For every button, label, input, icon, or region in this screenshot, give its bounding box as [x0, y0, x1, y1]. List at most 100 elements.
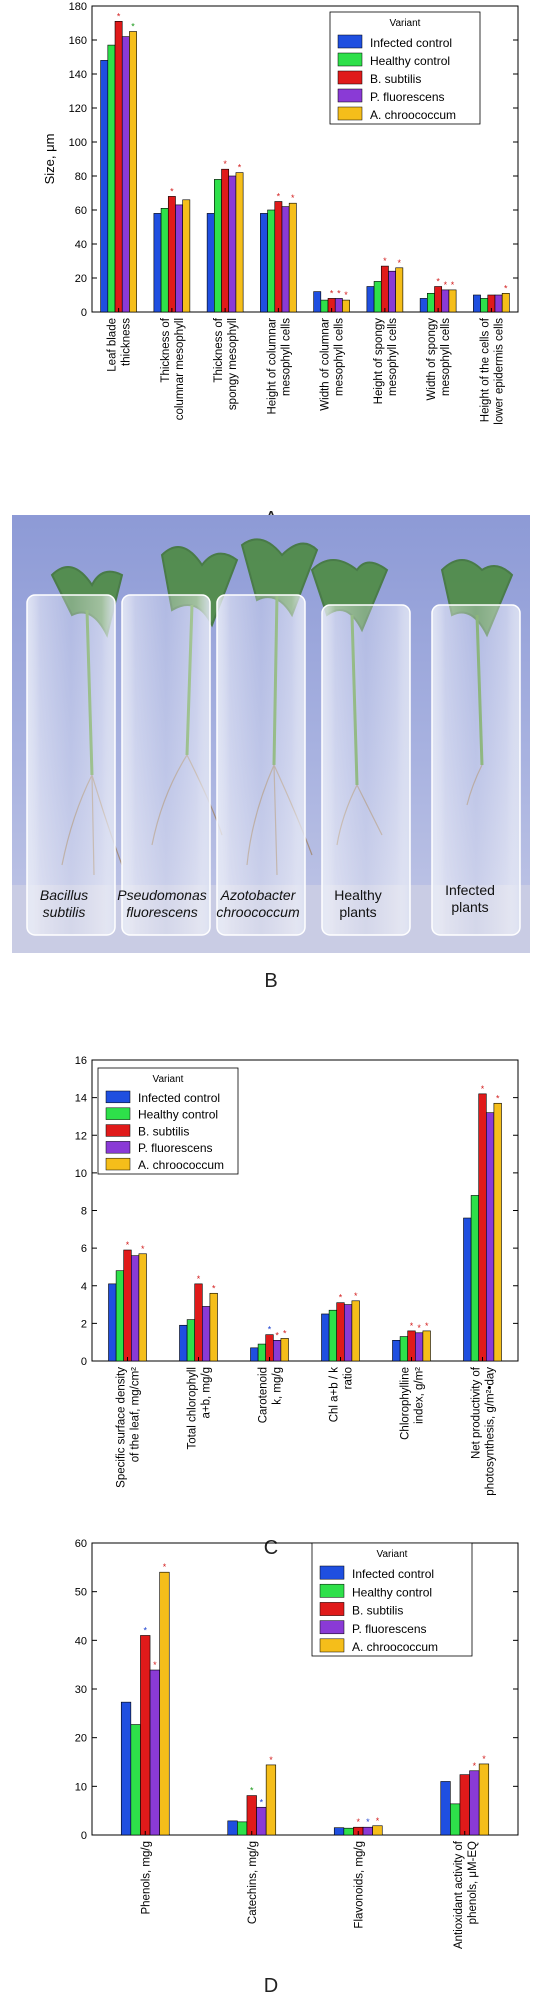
chart-c-legend-label: P. fluorescens: [138, 1141, 213, 1155]
chart-d-bar: [478, 1763, 490, 1836]
chart-d-significance-star: *: [153, 1660, 157, 1670]
chart-d-significance-star: *: [250, 1786, 254, 1796]
chart-d-legend-box: [311, 1542, 473, 1657]
chart-a-bar: [334, 298, 343, 313]
chart-a-significance-star: *: [330, 288, 334, 298]
chart-d-ytick-label: 60: [75, 1538, 87, 1550]
chart-c-significance-star: *: [283, 1328, 287, 1338]
chart-a-ytick-label: 160: [69, 35, 87, 47]
chart-a-bar: [121, 36, 130, 313]
chart-a-category-label-line: mesophyll cells: [280, 318, 292, 396]
chart-c-category-label: Chl a+b / k ratio: [329, 1367, 355, 1423]
chart-c: 0 2 4 6 8 10 12 14 16 Specific surface density of …: [75, 1055, 519, 1496]
chart-a-category-label-line: Thickness of: [213, 317, 225, 382]
chart-c-bar: [138, 1253, 147, 1362]
chart-d-bar: [440, 1781, 451, 1836]
chart-a-bar: [366, 286, 375, 313]
chart-a-frame: [91, 5, 519, 313]
chart-a-category-label-line: mesophyll cells: [387, 318, 399, 396]
photo-label-line: plants: [451, 899, 488, 915]
chart-d: 0 10 20 30 40 50 60 Phenols, mg/g Catechins, mg/…: [75, 1538, 519, 1949]
chart-c-bar: [250, 1347, 259, 1362]
chart-c-ytick-label: 8: [81, 1206, 87, 1218]
chart-d-legend-label: B. subtilis: [352, 1604, 403, 1618]
chart-a-ytick-label: 0: [81, 307, 87, 319]
chart-a-significance-star: *: [277, 192, 281, 202]
chart-d-ytick-label: 40: [75, 1635, 87, 1647]
chart-a-category-label: Leaf blade thickness: [107, 318, 133, 372]
chart-d-bar: [265, 1764, 277, 1836]
chart-c-bar: [414, 1332, 424, 1362]
chart-a-ytick-label: 80: [75, 171, 87, 183]
chart-a-significance-star: *: [238, 163, 242, 173]
chart-c-legend-swatch: [105, 1141, 131, 1154]
photo-label-line: plants: [339, 904, 376, 920]
chart-c-bar: [115, 1270, 124, 1362]
chart-d-significance-star: *: [376, 1816, 380, 1826]
chart-c-bar: [108, 1283, 117, 1362]
chart-c-bar: [202, 1306, 211, 1362]
chart-d-bar: [120, 1701, 132, 1836]
chart-c-bar: [478, 1093, 487, 1362]
chart-c-category-label-line: Carotenoid: [258, 1367, 270, 1423]
chart-a-category-label-line: Thickness of: [160, 317, 172, 382]
chart-d-significance-star: *: [473, 1761, 477, 1771]
chart-a-legend-label: A. chroococcum: [370, 108, 456, 122]
chart-c-bar: [209, 1292, 218, 1362]
chart-c-legend-box: [97, 1067, 239, 1175]
chart-a-category-label: Thickness of spongy mesophyll: [213, 317, 239, 410]
chart-c-category-label-line: Chlorophylline: [400, 1367, 412, 1440]
panel-letter-b: B: [264, 970, 278, 992]
chart-a-category-label: Width of columnar mesophyll cells: [320, 318, 346, 411]
chart-c-legend-swatch: [105, 1157, 131, 1171]
chart-c-category-label-line: Net productivity of: [471, 1366, 483, 1459]
chart-a-category-label: Thickness of columnar mesophyll: [160, 317, 186, 420]
chart-d-category-label: Catechins, mg/g: [247, 1841, 259, 1924]
chart-d-category-label-line: Flavonoids, mg/g: [353, 1841, 365, 1929]
chart-c-category-label: Net productivity of photosynthesis, g/m²•…: [471, 1366, 497, 1495]
chart-a-significance-star: *: [117, 11, 121, 21]
glass-tubes: [26, 594, 521, 936]
chart-c-legend-label: A. chroococcum: [138, 1158, 224, 1172]
chart-c-legend-label: Infected control: [138, 1091, 220, 1105]
chart-c-significance-star: *: [410, 1321, 414, 1331]
chart-d-ytick-label: 30: [75, 1684, 87, 1696]
chart-a-bar: [129, 31, 137, 313]
chart-a-legend-label: B. subtilis: [370, 72, 421, 86]
chart-d-legend-label: P. fluorescens: [352, 1622, 427, 1636]
chart-a-significance-star: *: [131, 22, 135, 32]
chart-a-bar: [427, 292, 435, 313]
chart-a-significance-star: *: [451, 280, 455, 290]
photo-label-line: Bacillus: [40, 887, 88, 903]
chart-a-bar: [214, 179, 222, 313]
chart-a-legend-swatch: [337, 88, 363, 103]
chart-c-legend-swatch: [105, 1107, 131, 1120]
chart-c-legend-swatch: [105, 1090, 131, 1104]
chart-d-significance-star: *: [356, 1817, 360, 1827]
chart-c-category-label-line: index, g/m²: [414, 1367, 426, 1424]
chart-a-bar: [501, 292, 510, 313]
chart-a-category-label-line: lower epidermis cells: [493, 318, 505, 425]
chart-a-bar: [175, 204, 183, 313]
chart-c-ytick-label: 0: [81, 1356, 87, 1368]
chart-d-significance-star: *: [143, 1625, 147, 1635]
chart-a-bar: [100, 60, 109, 313]
chart-c-category-label-line: of the leaf, mg/cm²: [130, 1367, 142, 1462]
chart-a-category-label-line: Height of spongy: [373, 318, 385, 405]
chart-d-ytick-label: 50: [75, 1587, 87, 1599]
chart-d-significance-star: *: [260, 1797, 264, 1807]
chart-c-category-label-line: k, mg/g: [272, 1367, 284, 1405]
chart-d-ytick-label: 0: [81, 1830, 87, 1842]
chart-c-legend-swatch: [105, 1124, 131, 1137]
chart-d-legend-swatch: [319, 1638, 345, 1653]
chart-a-bar: [320, 299, 329, 313]
chart-d-bar: [256, 1806, 267, 1836]
chart-c-bar: [493, 1102, 502, 1362]
chart-d-significance-star: *: [366, 1817, 370, 1827]
chart-c-bar: [186, 1319, 196, 1362]
chart-d-bar: [450, 1803, 461, 1836]
chart-d-category-label: Antioxidant activity of phenols, μM-EQ: [453, 1840, 479, 1949]
chart-d-bar: [372, 1825, 383, 1836]
chart-a-bar: [260, 213, 268, 313]
